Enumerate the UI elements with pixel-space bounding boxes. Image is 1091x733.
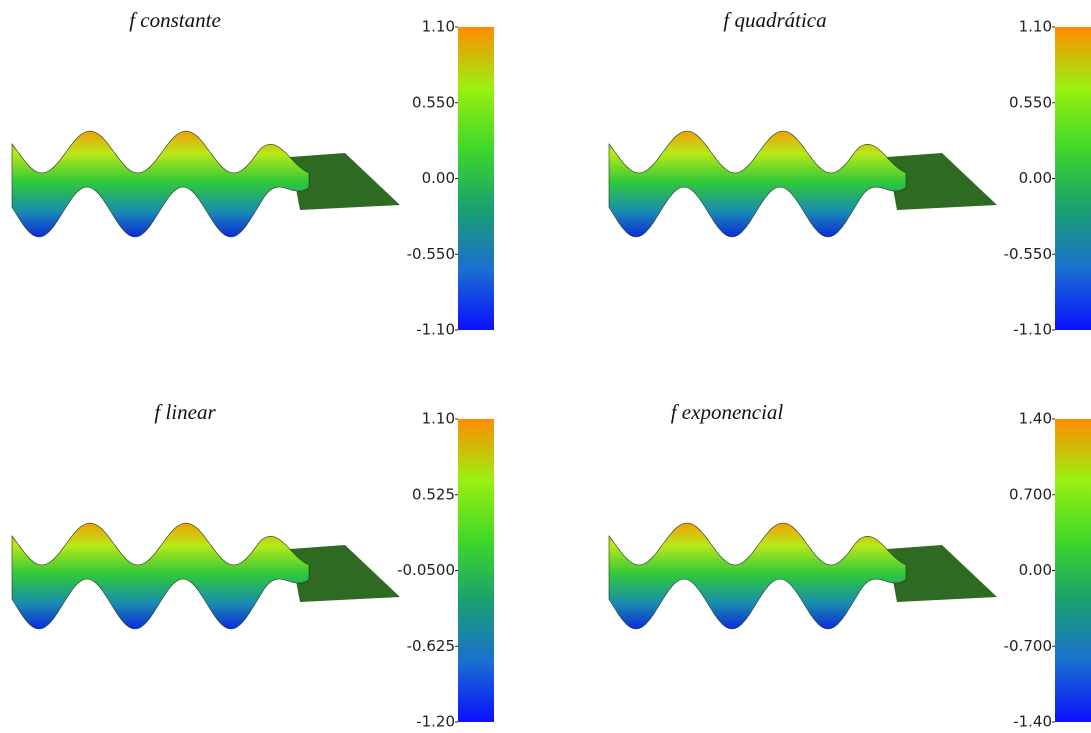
panel-title: f quadrática (723, 8, 826, 32)
colorbar-label: 1.10 (422, 18, 455, 36)
colorbar (1055, 419, 1091, 722)
colorbar-label: 0.550 (412, 93, 455, 111)
colorbar-label: 0.00 (1019, 169, 1052, 187)
surface (609, 523, 906, 629)
colorbar-label: -0.550 (1004, 245, 1052, 263)
colorbar-label: 1.40 (1019, 410, 1052, 428)
colorbar-label: -1.20 (416, 713, 455, 731)
panel-title: f constante (129, 8, 221, 32)
figure: f constante -1.10 -0.550 0.00 0.550 1.10 f qua… (0, 0, 1091, 733)
colorbar-label: -1.10 (416, 321, 455, 339)
colorbar-label: 0.00 (422, 169, 455, 187)
panel-title: f exponencial (671, 400, 784, 424)
colorbar (458, 27, 494, 330)
surface (12, 131, 309, 237)
colorbar-label: 0.525 (412, 485, 455, 503)
colorbar-label: 1.10 (422, 410, 455, 428)
colorbar-label: -1.10 (1013, 321, 1052, 339)
colorbar-label: -1.40 (1013, 713, 1052, 731)
colorbar (1055, 27, 1091, 330)
colorbar (458, 419, 494, 722)
colorbar-label: -0.550 (407, 245, 455, 263)
surface (609, 131, 906, 237)
panel-title: f linear (154, 400, 216, 424)
colorbar-label: -0.0500 (397, 561, 455, 579)
colorbar-label: -0.700 (1004, 637, 1052, 655)
colorbar-label: 0.550 (1009, 93, 1052, 111)
surface (12, 523, 309, 629)
colorbar-label: 0.700 (1009, 485, 1052, 503)
colorbar-label: 1.10 (1019, 18, 1052, 36)
colorbar-label: -0.625 (407, 637, 455, 655)
colorbar-label: 0.00 (1019, 561, 1052, 579)
